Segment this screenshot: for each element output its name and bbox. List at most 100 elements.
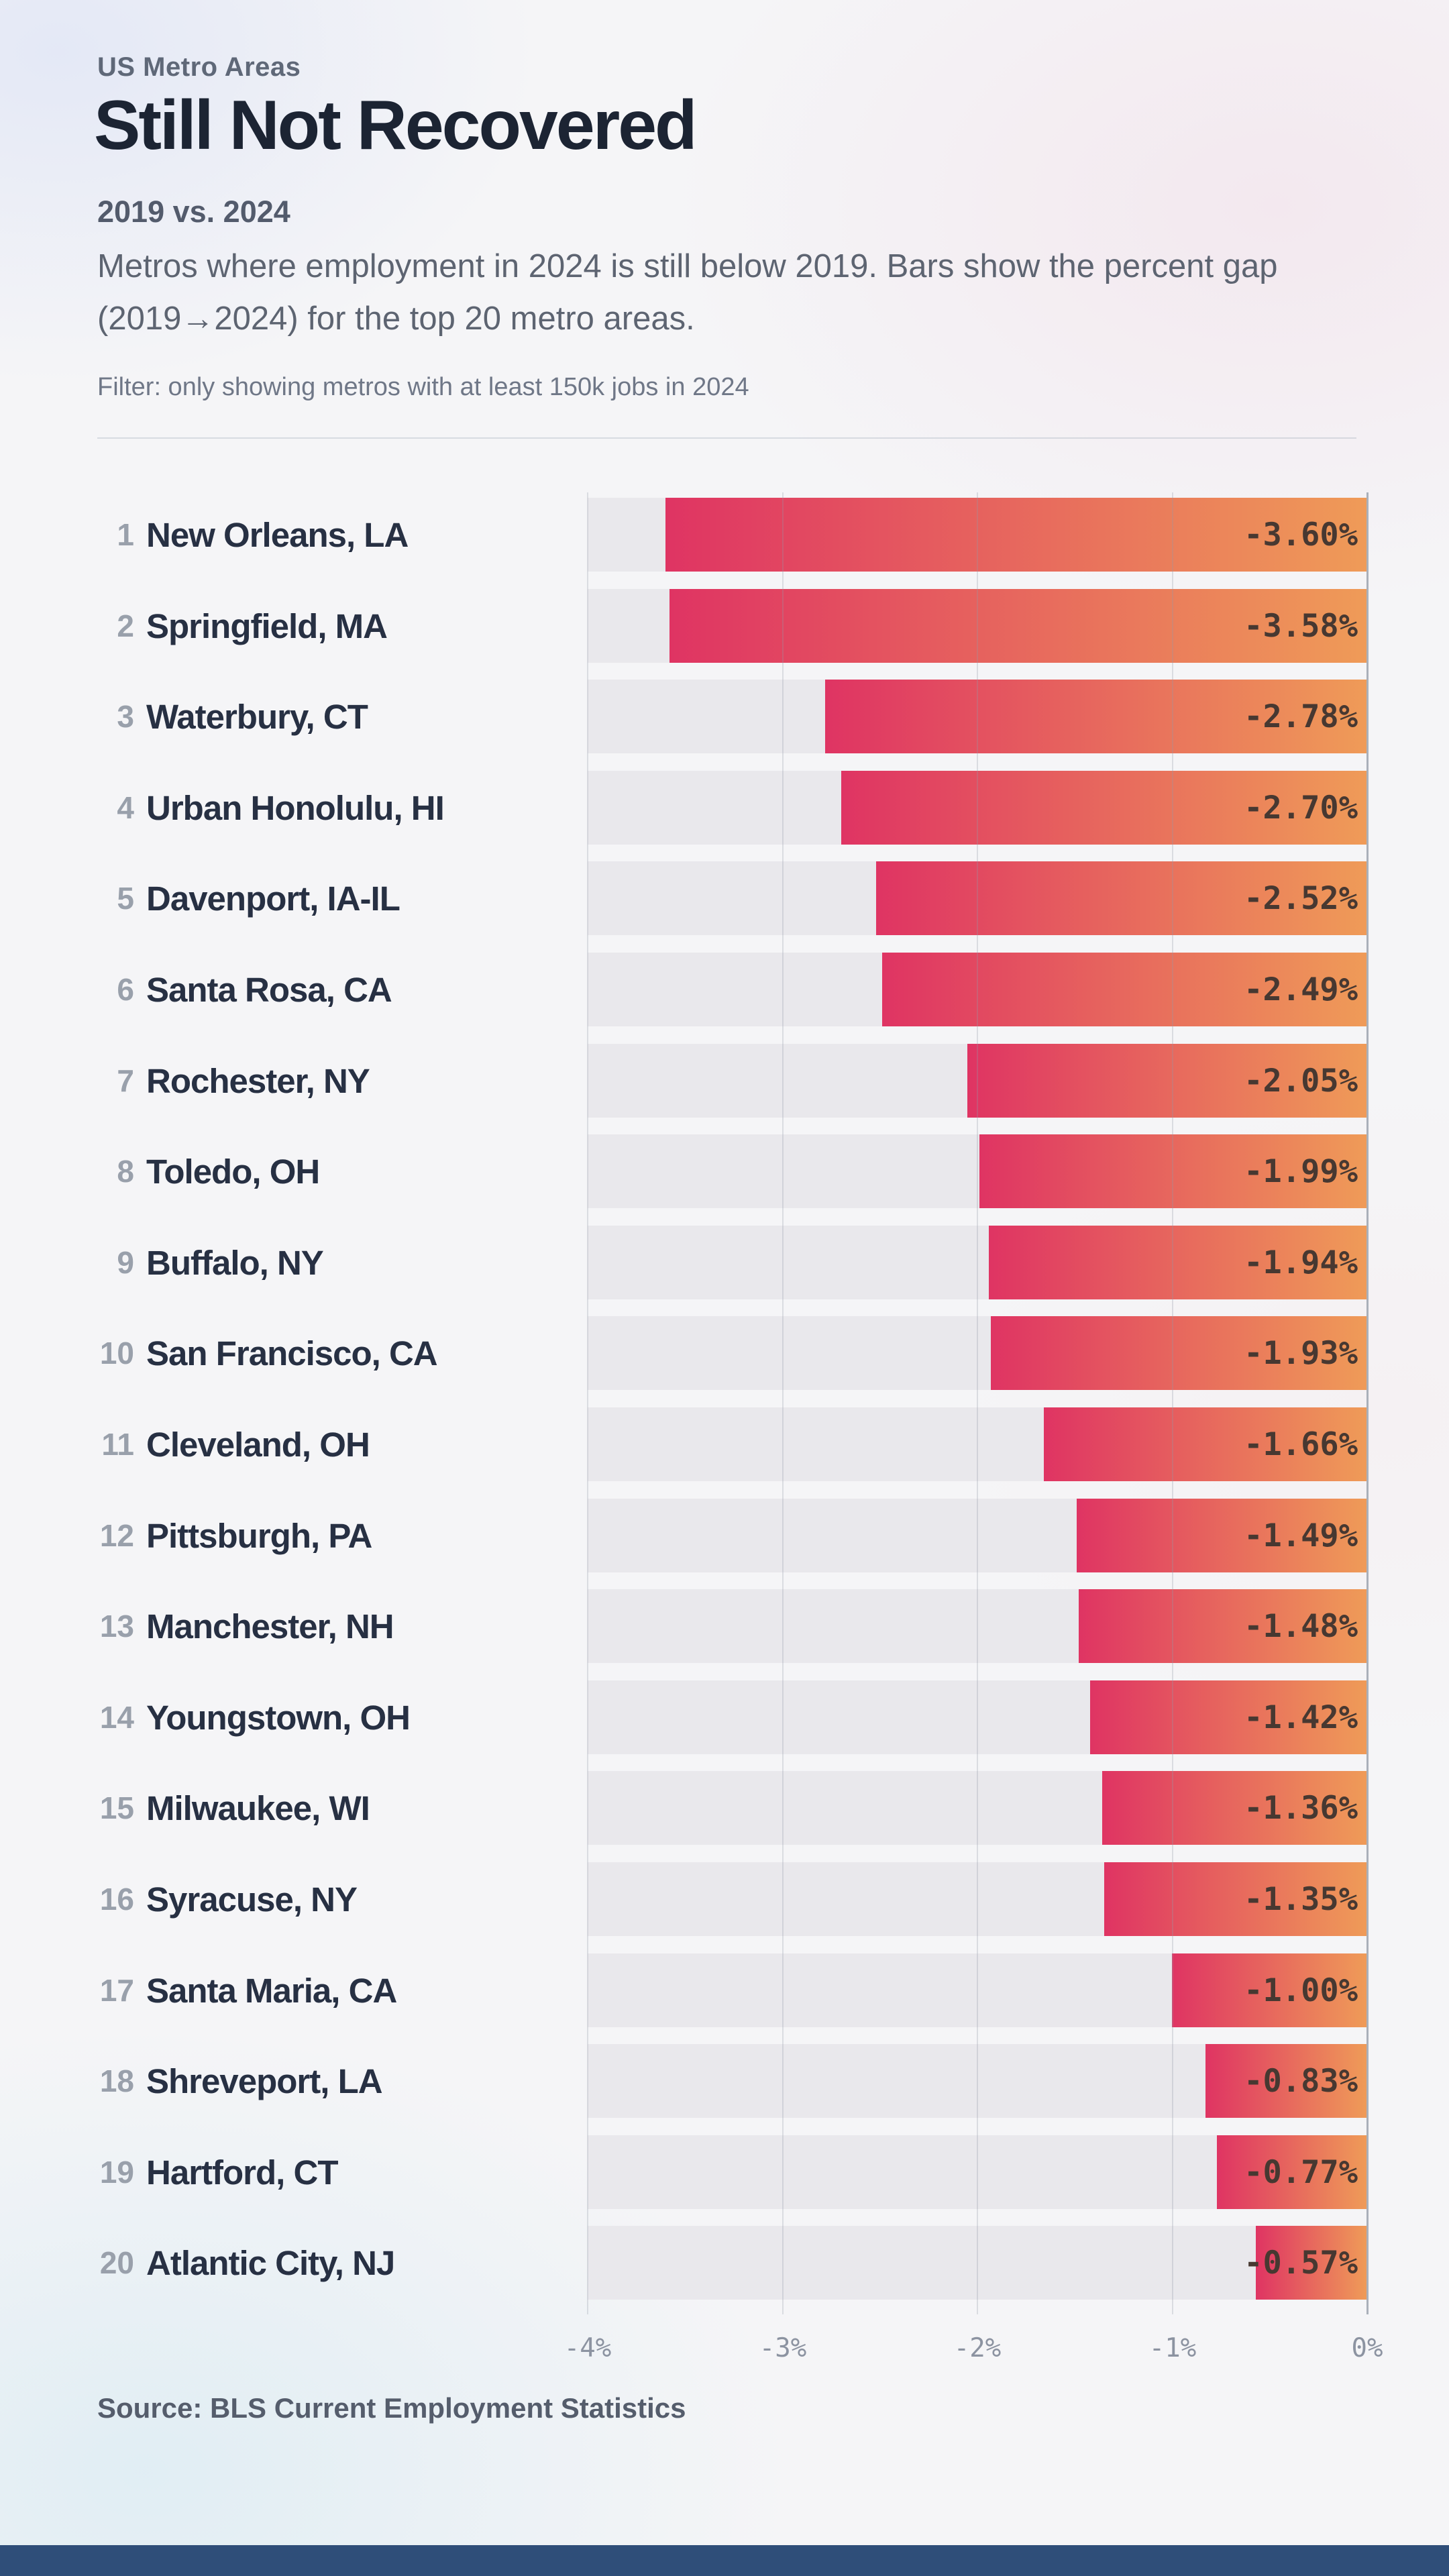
metro-name: Manchester, NH [146,1607,394,1646]
metro-rank: 12 [99,1518,134,1553]
bar-value-label: -1.42% [1244,1699,1358,1736]
metro-rank: 8 [117,1154,134,1189]
metro-bar: -1.48% [1079,1589,1367,1663]
metro-bar: -0.57% [1244,2226,1367,2300]
metro-bar: -1.66% [1044,1407,1367,1481]
x-tick-label: -2% [953,2333,1002,2363]
metro-row-label: 12 Pittsburgh, PA [0,1499,564,1572]
metro-rank: 5 [117,881,134,916]
metro-bar: -1.36% [1102,1771,1367,1845]
metro-bar: -1.35% [1104,1862,1367,1936]
metro-row-label: 19 Hartford, CT [0,2135,564,2209]
metro-rank: 9 [117,1245,134,1280]
bar-chart: -3.60% 1 New Orleans, LA -3.58% 2 Springfield… [0,492,1449,2443]
x-gridline [977,492,978,2314]
metro-rank: 16 [99,1882,134,1917]
subtitle-years: 2019 vs. 2024 [97,195,290,229]
x-tick-label: -1% [1148,2333,1197,2363]
bar-value-label: -1.66% [1244,1426,1358,1463]
bar-value-label: -1.94% [1244,1244,1358,1281]
x-tick-label: -3% [759,2333,807,2363]
bar-value-label: -3.58% [1244,607,1358,645]
metro-row-label: 6 Santa Rosa, CA [0,953,564,1026]
metro-row-label: 14 Youngstown, OH [0,1680,564,1754]
bar-value-label: -1.35% [1244,1880,1358,1918]
metro-name: Cleveland, OH [146,1425,370,1464]
source-credit: Source: BLS Current Employment Statistic… [97,2392,686,2424]
metro-row-label: 9 Buffalo, NY [0,1226,564,1299]
bar-value-label: -2.05% [1244,1062,1358,1099]
metro-row-label: 3 Waterbury, CT [0,680,564,753]
metro-row-label: 17 Santa Maria, CA [0,1953,564,2027]
metro-bar: -3.60% [665,498,1367,572]
metro-rank: 1 [117,517,134,552]
chart-description: Metros where employment in 2024 is still… [97,248,1278,337]
metro-row-label: 15 Milwaukee, WI [0,1771,564,1845]
metro-name: San Francisco, CA [146,1334,438,1373]
metro-bar: -1.99% [979,1134,1367,1208]
metro-bar: -1.49% [1077,1499,1367,1572]
metro-rank: 13 [99,1609,134,1644]
bar-value-label: -1.00% [1244,1972,1358,2009]
metro-name: Davenport, IA-IL [146,879,400,918]
metro-bar: -2.70% [841,771,1367,845]
bar-value-label: -2.49% [1244,971,1358,1008]
bar-value-label: -0.83% [1244,2062,1358,2100]
metro-bar: -2.05% [967,1044,1367,1118]
bar-value-label: -1.49% [1244,1517,1358,1554]
metro-bar: -2.78% [825,680,1367,753]
zero-axis-line [1366,492,1368,2314]
metro-rank: 10 [99,1336,134,1371]
metro-rank: 3 [117,699,134,734]
metro-rank: 14 [99,1700,134,1735]
metro-name: New Orleans, LA [146,515,409,554]
kicker-label: US Metro Areas [97,52,301,82]
bar-value-label: -2.52% [1244,879,1358,917]
metro-row-label: 10 San Francisco, CA [0,1316,564,1390]
metro-rank: 6 [117,972,134,1007]
bar-value-label: -3.60% [1244,516,1358,553]
bar-value-label: -2.70% [1244,789,1358,826]
metro-bar: -2.52% [876,861,1367,935]
metro-row-label: 1 New Orleans, LA [0,498,564,572]
bar-value-label: -0.77% [1244,2153,1358,2191]
metro-row-label: 5 Davenport, IA-IL [0,861,564,935]
x-gridline [1172,492,1173,2314]
divider-line [97,437,1356,439]
metro-bar: -1.93% [991,1316,1367,1390]
metro-bar: -0.77% [1217,2135,1367,2209]
metro-row-label: 2 Springfield, MA [0,589,564,663]
metro-name: Santa Maria, CA [146,1971,397,2010]
footer-accent-bar [0,2545,1449,2576]
metro-rank: 15 [99,1790,134,1825]
bar-track [588,2226,1367,2300]
metro-name: Shreveport, LA [146,2061,383,2100]
metro-row-label: 11 Cleveland, OH [0,1407,564,1481]
metro-row-label: 4 Urban Honolulu, HI [0,771,564,845]
metro-rank: 17 [99,1973,134,2008]
bar-value-label: -0.57% [1244,2244,1358,2282]
metro-rank: 7 [117,1063,134,1098]
metro-name: Milwaukee, WI [146,1788,370,1827]
metro-rank: 11 [101,1427,134,1462]
metro-bar: -1.00% [1172,1953,1367,2027]
metro-rank: 19 [99,2155,134,2190]
bar-value-label: -2.78% [1244,698,1358,735]
bar-value-label: -1.36% [1244,1789,1358,1827]
metro-bar: -1.94% [989,1226,1367,1299]
bar-value-label: -1.93% [1244,1334,1358,1372]
metro-rank: 4 [117,790,134,825]
metro-bar: -3.58% [669,589,1367,663]
metro-name: Pittsburgh, PA [146,1516,372,1555]
metro-rank: 18 [99,2063,134,2098]
metro-row-label: 7 Rochester, NY [0,1044,564,1118]
metro-name: Waterbury, CT [146,697,368,736]
metro-name: Toledo, OH [146,1152,320,1191]
metro-name: Urban Honolulu, HI [146,788,445,827]
metro-name: Santa Rosa, CA [146,970,392,1009]
metro-bar: -0.83% [1205,2044,1367,2118]
x-gridline [782,492,784,2314]
metro-name: Springfield, MA [146,606,388,645]
metro-name: Buffalo, NY [146,1243,324,1282]
metro-row-label: 20 Atlantic City, NJ [0,2226,564,2300]
